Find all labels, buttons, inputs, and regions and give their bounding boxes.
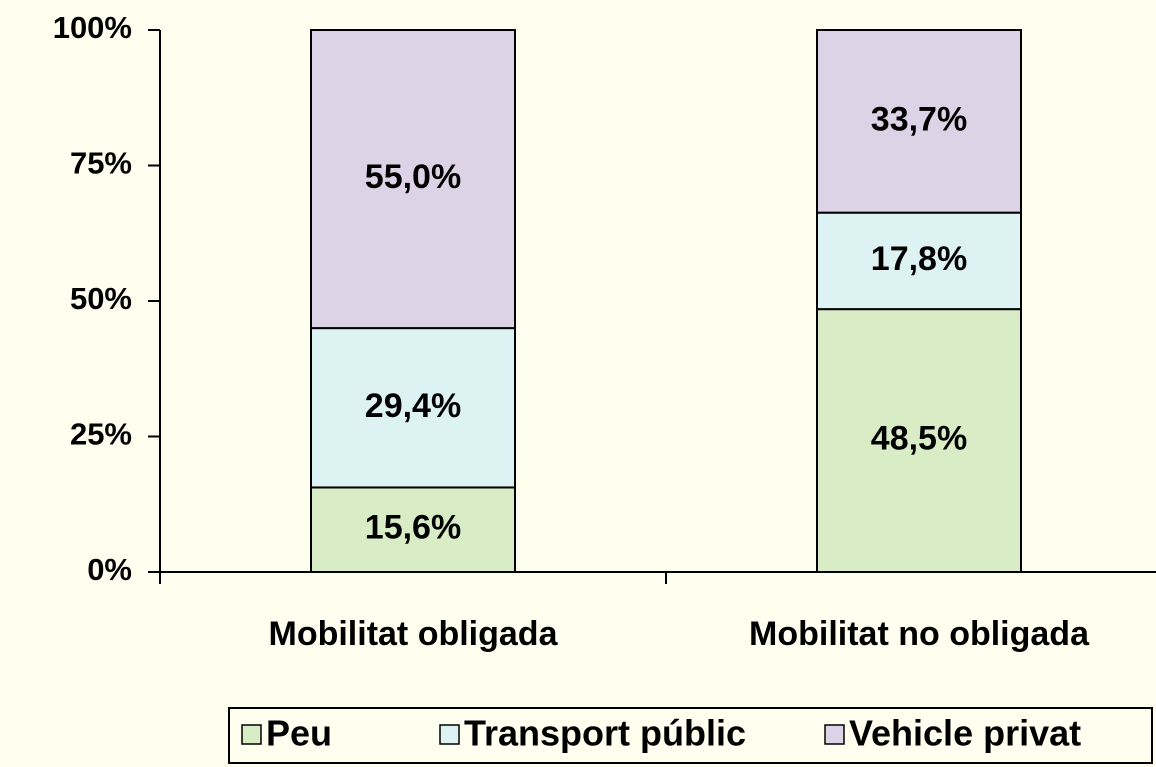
value-label: 29,4% [365,387,461,425]
legend-label: Peu [266,713,332,754]
bar-segment [816,211,1022,311]
value-label: 55,0% [365,158,461,196]
value-label: 15,6% [365,509,461,547]
y-tick-label: 50% [70,281,132,316]
bar-segment [816,29,1022,214]
legend-label: Transport públic [464,713,746,754]
x-tick-label: Mobilitat no obligada [749,615,1090,653]
y-tick-label: 0% [87,552,132,587]
y-tick-label: 75% [70,146,132,181]
bar-segment [310,29,516,330]
bar-segment [310,327,516,489]
value-label: 33,7% [871,100,967,138]
y-tick-label: 100% [53,10,132,45]
y-tick-label: 25% [70,417,132,452]
legend-label: Vehicle privat [849,713,1081,754]
value-label: 17,8% [871,240,967,278]
bar-segment [310,486,516,573]
legend-swatch [439,724,460,745]
value-label: 48,5% [871,420,967,458]
legend-box [228,707,1153,764]
x-tick-label: Mobilitat obligada [269,615,559,653]
legend-swatch [824,724,845,745]
legend-swatch [241,724,262,745]
